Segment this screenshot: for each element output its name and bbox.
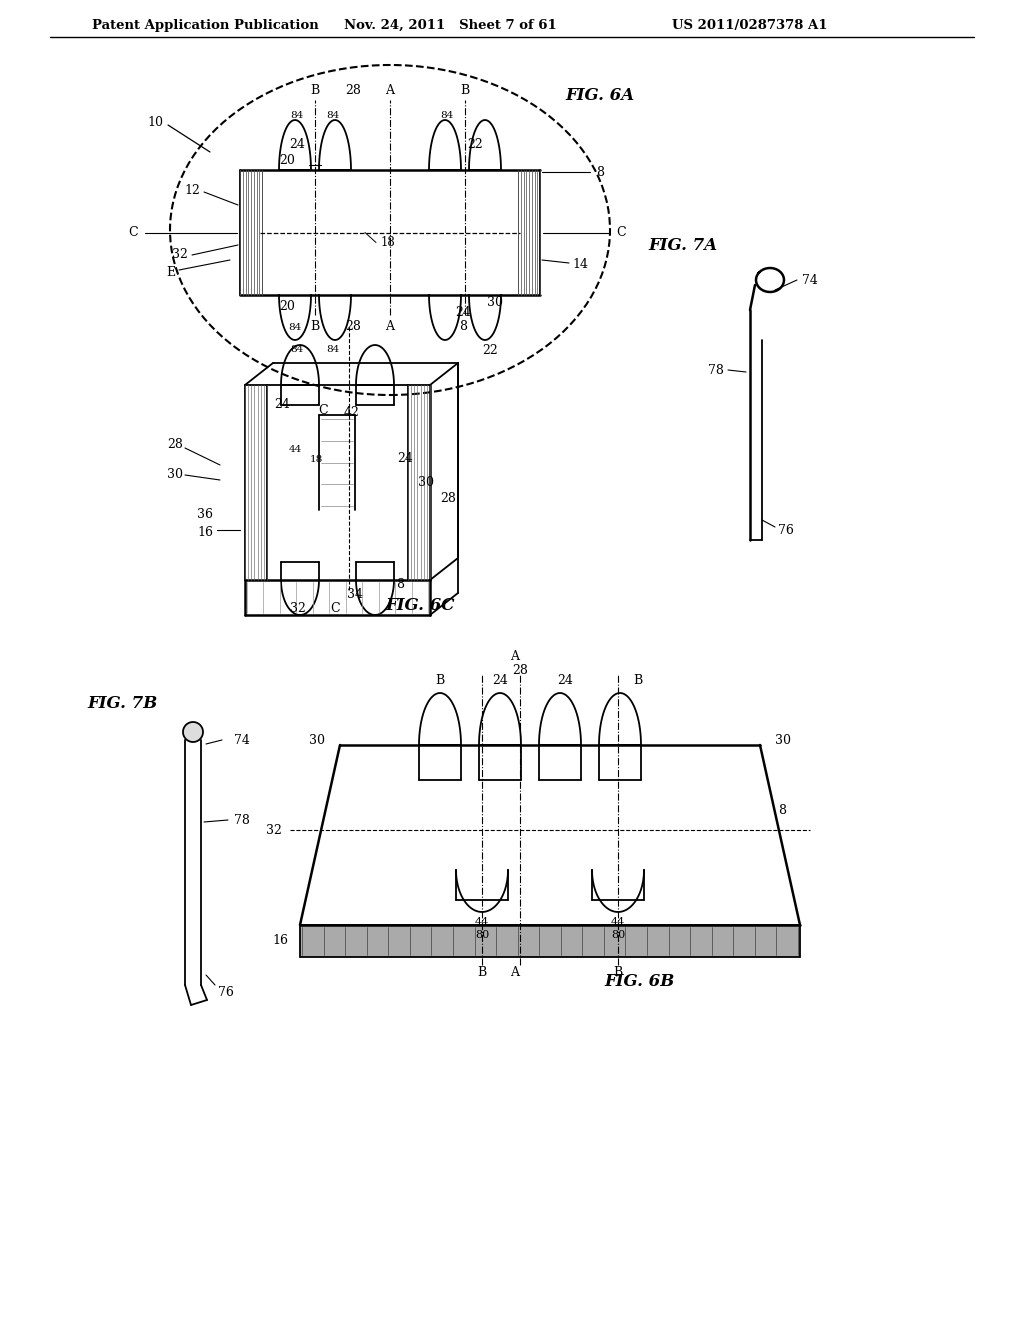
Bar: [300, 925, 800, 957]
Text: 14: 14: [572, 259, 588, 272]
Text: 44: 44: [289, 446, 302, 454]
Text: 32: 32: [290, 602, 306, 615]
Text: FIG. 6C: FIG. 6C: [385, 597, 455, 614]
Text: 32: 32: [266, 824, 282, 837]
Text: 74: 74: [234, 734, 250, 747]
Text: B: B: [435, 673, 444, 686]
Text: C: C: [330, 602, 340, 615]
Text: 8: 8: [459, 321, 467, 334]
Text: C: C: [616, 226, 626, 239]
Text: 84: 84: [327, 111, 340, 120]
Text: 24: 24: [557, 673, 573, 686]
Text: 84: 84: [289, 322, 302, 331]
Text: 28: 28: [167, 438, 183, 451]
Text: 84: 84: [291, 346, 304, 355]
Text: 28: 28: [512, 664, 528, 676]
Text: 78: 78: [709, 363, 724, 376]
Text: B: B: [310, 321, 319, 334]
Text: 28: 28: [440, 491, 456, 504]
Text: FIG. 6A: FIG. 6A: [565, 87, 634, 103]
Text: A: A: [385, 83, 394, 96]
Ellipse shape: [183, 722, 203, 742]
Text: 78: 78: [234, 813, 250, 826]
Text: 28: 28: [345, 83, 360, 96]
Bar: [518, 170, 540, 294]
Text: 76: 76: [218, 986, 233, 998]
Text: 20: 20: [280, 153, 295, 166]
Text: C: C: [318, 404, 328, 417]
Text: 24: 24: [289, 139, 305, 152]
Text: 44: 44: [475, 917, 489, 927]
Text: 30: 30: [418, 475, 434, 488]
Text: 16: 16: [197, 525, 213, 539]
Text: A: A: [511, 651, 519, 664]
Text: B: B: [477, 966, 486, 979]
Text: Patent Application Publication: Patent Application Publication: [91, 18, 318, 32]
Text: 84: 84: [291, 111, 304, 120]
Text: A: A: [511, 966, 519, 979]
Text: 24: 24: [493, 673, 508, 686]
Text: US 2011/0287378 A1: US 2011/0287378 A1: [672, 18, 827, 32]
Text: 44: 44: [611, 917, 625, 927]
Text: 24: 24: [455, 306, 471, 319]
Text: FIG. 6B: FIG. 6B: [604, 974, 674, 990]
Text: FIG. 7A: FIG. 7A: [648, 236, 717, 253]
Text: 30: 30: [167, 469, 183, 482]
Text: 18: 18: [309, 455, 323, 465]
Text: 42: 42: [344, 405, 360, 418]
Text: 30: 30: [487, 297, 503, 309]
Text: 12: 12: [184, 183, 200, 197]
Text: C: C: [128, 226, 138, 239]
Text: 18: 18: [381, 236, 395, 249]
Text: 36: 36: [197, 508, 213, 521]
Text: 84: 84: [327, 346, 340, 355]
Text: 8: 8: [396, 578, 404, 591]
Text: 80: 80: [611, 931, 625, 940]
Text: 22: 22: [467, 139, 483, 152]
Text: 30: 30: [775, 734, 791, 747]
Text: FIG. 7B: FIG. 7B: [87, 696, 158, 713]
Text: B: B: [613, 966, 623, 979]
Text: B: B: [634, 673, 643, 686]
Text: 24: 24: [397, 451, 413, 465]
Text: B: B: [310, 83, 319, 96]
Text: 74: 74: [802, 273, 818, 286]
Text: 20: 20: [280, 301, 295, 314]
Text: 8: 8: [778, 804, 786, 817]
Text: 8: 8: [596, 165, 604, 178]
Text: 28: 28: [345, 321, 360, 334]
Text: 30: 30: [309, 734, 325, 747]
Text: E: E: [166, 265, 175, 279]
Text: A: A: [385, 321, 394, 334]
Text: Nov. 24, 2011   Sheet 7 of 61: Nov. 24, 2011 Sheet 7 of 61: [344, 18, 556, 32]
Text: 32: 32: [172, 248, 188, 261]
Text: 84: 84: [440, 111, 454, 120]
Text: 76: 76: [778, 524, 794, 536]
Text: 80: 80: [475, 931, 489, 940]
Text: 10: 10: [147, 116, 163, 128]
Text: 16: 16: [272, 935, 288, 948]
Text: 22: 22: [482, 343, 498, 356]
Text: 24: 24: [274, 399, 290, 412]
Bar: [240, 170, 262, 294]
Text: B: B: [461, 83, 470, 96]
Text: 34: 34: [347, 589, 362, 602]
